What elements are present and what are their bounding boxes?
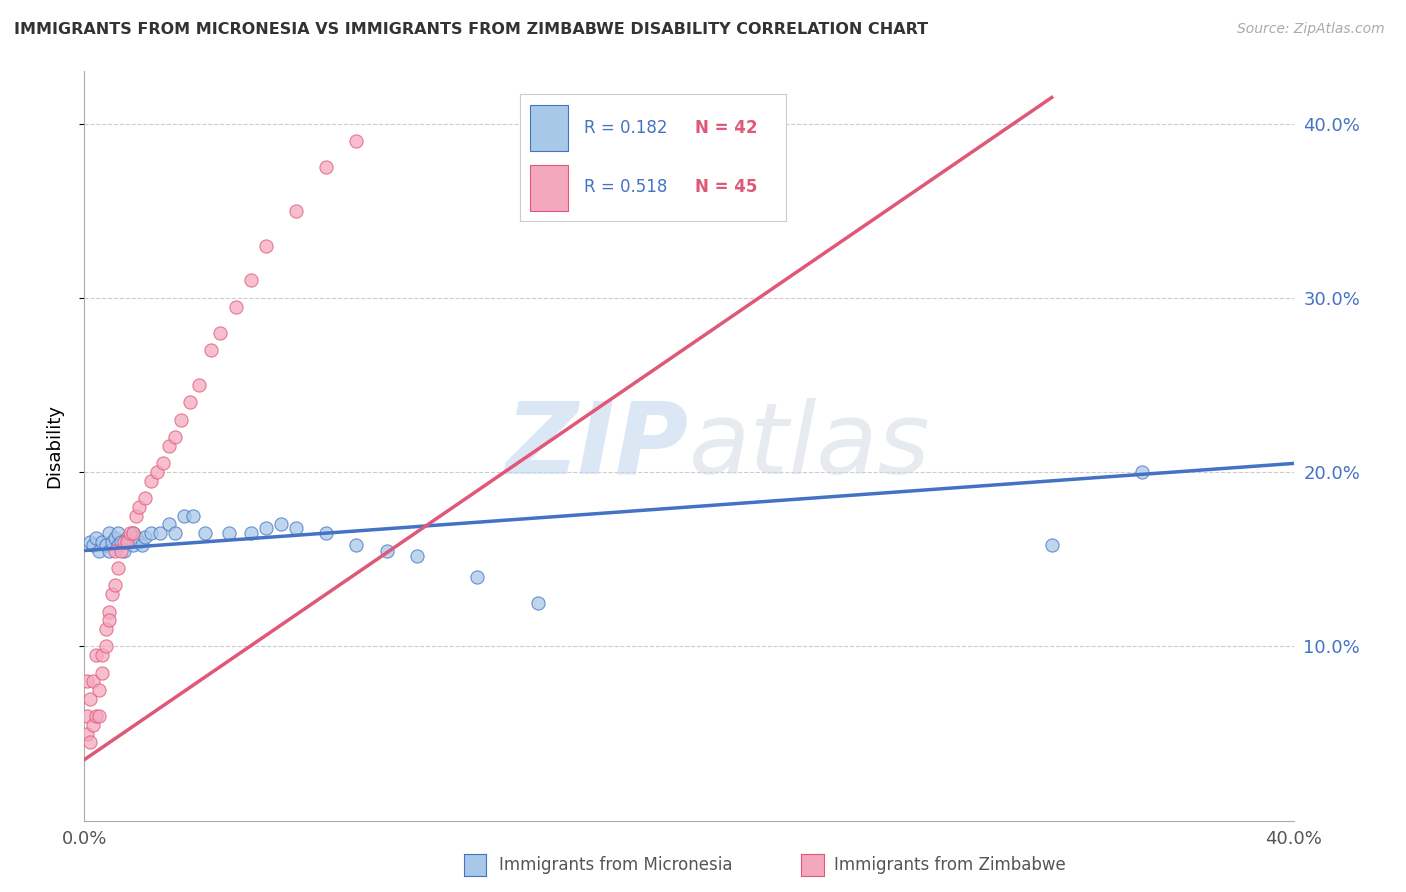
Point: [112, 534, 135, 549]
Point: [86, 648, 108, 662]
Point: [118, 534, 141, 549]
Point: [107, 538, 129, 552]
Point: [91, 665, 114, 680]
Point: [128, 500, 150, 514]
Point: [89, 543, 111, 558]
Point: [79, 691, 101, 706]
Point: [134, 530, 156, 544]
Point: [97, 526, 120, 541]
Point: [165, 430, 187, 444]
Point: [239, 273, 262, 287]
Text: Immigrants from Micronesia: Immigrants from Micronesia: [499, 856, 733, 874]
Point: [89, 709, 111, 723]
Point: [209, 326, 232, 340]
Point: [315, 160, 337, 174]
Point: [94, 640, 117, 654]
Point: [181, 508, 204, 523]
Point: [254, 521, 277, 535]
Point: [104, 578, 127, 592]
Point: [285, 521, 308, 535]
Point: [188, 378, 211, 392]
Point: [100, 587, 122, 601]
Point: [170, 413, 193, 427]
Point: [194, 526, 217, 541]
Point: [91, 534, 114, 549]
Point: [82, 718, 104, 732]
Point: [239, 526, 262, 541]
Point: [91, 648, 114, 662]
Point: [165, 526, 187, 541]
Point: [97, 605, 120, 619]
Point: [128, 534, 150, 549]
Point: [76, 674, 98, 689]
Point: [94, 538, 117, 552]
Point: [104, 532, 127, 546]
Point: [467, 570, 489, 584]
Point: [79, 534, 101, 549]
Point: [218, 526, 240, 541]
Point: [104, 543, 127, 558]
Point: [82, 674, 104, 689]
Point: [121, 538, 143, 552]
Point: [146, 465, 169, 479]
Point: [346, 538, 368, 552]
Point: [157, 439, 180, 453]
Point: [315, 526, 337, 541]
Point: [76, 726, 98, 740]
Point: [97, 613, 120, 627]
Point: [118, 526, 141, 541]
Text: Source: ZipAtlas.com: Source: ZipAtlas.com: [1237, 22, 1385, 37]
Point: [131, 538, 153, 552]
Text: IMMIGRANTS FROM MICRONESIA VS IMMIGRANTS FROM ZIMBABWE DISABILITY CORRELATION CH: IMMIGRANTS FROM MICRONESIA VS IMMIGRANTS…: [14, 22, 928, 37]
Point: [86, 532, 108, 546]
Point: [125, 530, 148, 544]
Point: [82, 538, 104, 552]
Point: [100, 534, 122, 549]
Point: [86, 709, 108, 723]
Point: [121, 526, 143, 541]
Point: [157, 517, 180, 532]
Point: [375, 543, 398, 558]
Point: [94, 622, 117, 636]
Point: [89, 682, 111, 697]
Point: [112, 543, 135, 558]
Point: [527, 596, 550, 610]
Point: [110, 534, 132, 549]
Point: [152, 457, 174, 471]
Point: [173, 508, 195, 523]
Point: [1040, 538, 1063, 552]
Text: Immigrants from Zimbabwe: Immigrants from Zimbabwe: [834, 856, 1066, 874]
Point: [134, 491, 156, 506]
Point: [107, 526, 129, 541]
Point: [79, 735, 101, 749]
Point: [110, 543, 132, 558]
Point: [225, 300, 247, 314]
Point: [406, 549, 429, 563]
Point: [115, 532, 138, 546]
Y-axis label: Disability: Disability: [45, 404, 63, 488]
Text: atlas: atlas: [689, 398, 931, 494]
Text: ZIP: ZIP: [506, 398, 689, 494]
Point: [270, 517, 292, 532]
Point: [139, 526, 162, 541]
Point: [76, 709, 98, 723]
Point: [107, 561, 129, 575]
Point: [149, 526, 172, 541]
Point: [285, 203, 308, 218]
Point: [179, 395, 201, 409]
Point: [125, 508, 148, 523]
Point: [254, 238, 277, 252]
Point: [121, 526, 143, 541]
Point: [346, 134, 368, 148]
Point: [97, 543, 120, 558]
Point: [200, 343, 222, 358]
Point: [139, 474, 162, 488]
Point: [1130, 465, 1153, 479]
Point: [115, 534, 138, 549]
